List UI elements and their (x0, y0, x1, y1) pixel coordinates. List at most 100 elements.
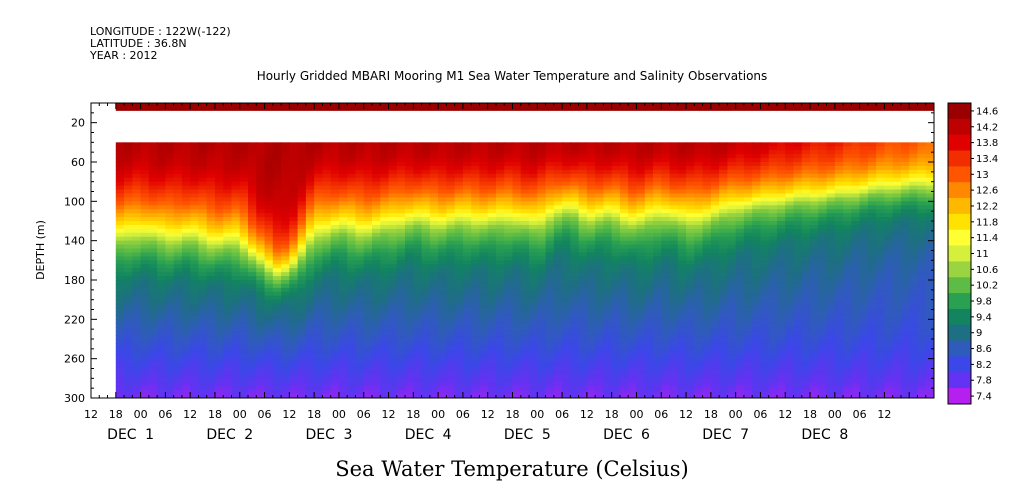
heatmap-cell (719, 228, 728, 234)
heatmap-cell (570, 169, 580, 175)
heatmap-cell (644, 350, 654, 356)
heatmap-cell (248, 280, 257, 285)
heatmap-cell (727, 307, 737, 313)
heatmap-cell (372, 276, 381, 281)
heatmap-cell (512, 201, 522, 206)
heatmap-cell (372, 382, 381, 387)
heatmap-cell (702, 370, 712, 375)
heatmap-cell (512, 299, 522, 305)
heatmap-cell (372, 185, 381, 191)
heatmap-cell (405, 201, 414, 206)
heatmap-cell (239, 162, 249, 167)
heatmap-cell (429, 154, 439, 159)
heatmap-cell (272, 342, 282, 348)
heatmap-cell (603, 299, 613, 305)
heatmap-cell (231, 366, 241, 372)
heatmap-cell (173, 240, 183, 246)
heatmap-cell (421, 193, 431, 198)
heatmap-cell (529, 287, 538, 293)
heatmap-cell (537, 374, 547, 379)
heatmap-cell (570, 346, 580, 352)
heatmap-cell (479, 276, 489, 281)
heatmap-cell (529, 185, 538, 191)
heatmap-cell (570, 362, 580, 368)
heatmap-cell (677, 240, 687, 246)
heatmap-cell (595, 378, 605, 383)
heatmap-cell (297, 142, 307, 147)
heatmap-cell (743, 189, 753, 195)
heatmap-cell (239, 248, 249, 254)
heatmap-cell (562, 256, 571, 261)
heatmap-cell (545, 197, 555, 202)
heatmap-cell (562, 276, 571, 281)
heatmap-cell (214, 236, 224, 242)
heatmap-cell (595, 382, 605, 387)
heatmap-cell (719, 339, 728, 344)
heatmap-cell (148, 193, 158, 198)
heatmap-cell (471, 331, 481, 336)
heatmap-cell (305, 236, 315, 242)
heatmap-cell (214, 154, 224, 159)
heatmap-cell (181, 264, 191, 269)
heatmap-cell (628, 264, 638, 269)
heatmap-cell (719, 154, 728, 159)
heatmap-cell (173, 342, 183, 348)
heatmap-cell (611, 378, 621, 383)
heatmap-cell (206, 390, 216, 395)
heatmap-cell (181, 252, 191, 257)
heatmap-cell (553, 315, 563, 320)
heatmap-cell (181, 378, 191, 383)
heatmap-cell (198, 197, 208, 202)
heatmap-cell (206, 366, 216, 372)
heatmap-cell (413, 240, 423, 246)
heatmap-cell (181, 283, 191, 289)
heatmap-cell (702, 252, 712, 257)
heatmap-cell (636, 280, 646, 285)
heatmap-cell (405, 295, 414, 301)
heatmap-cell (264, 177, 274, 183)
heatmap-cell (148, 390, 158, 395)
heatmap-cell (338, 197, 348, 202)
heatmap-cell (347, 162, 357, 167)
heatmap-cell (479, 311, 489, 316)
heatmap-cell (529, 260, 538, 265)
heatmap-cell (322, 193, 332, 198)
heatmap-cell (504, 264, 514, 269)
heatmap-cell (710, 193, 720, 198)
heatmap-cell (132, 197, 142, 202)
heatmap-cell (115, 390, 125, 395)
heatmap-cell (181, 173, 191, 179)
heatmap-cell (214, 366, 224, 372)
heatmap-cell (190, 142, 200, 147)
heatmap-cell (578, 276, 588, 281)
heatmap-cell (396, 315, 406, 320)
heatmap-cell (413, 209, 423, 214)
heatmap-cell (603, 350, 613, 356)
heatmap-cell (297, 291, 307, 297)
heatmap-cell (545, 327, 555, 332)
heatmap-cell (595, 165, 605, 171)
heatmap-cell (694, 327, 704, 332)
heatmap-cell (479, 272, 489, 277)
heatmap-cell (223, 327, 233, 332)
heatmap-cell (115, 386, 125, 391)
heatmap-cell (553, 323, 563, 328)
heatmap-cell (206, 205, 216, 210)
heatmap-cell (512, 189, 522, 195)
heatmap-cell (314, 264, 324, 269)
heatmap-cell (165, 307, 175, 313)
heatmap-cell (314, 162, 324, 167)
heatmap-cell (198, 177, 208, 183)
heatmap-cell (148, 327, 158, 332)
heatmap-cell (743, 232, 753, 238)
heatmap-cell (115, 299, 125, 305)
heatmap-cell (248, 276, 257, 281)
heatmap-cell (628, 315, 638, 320)
heatmap-cell (537, 189, 547, 195)
heatmap-cell (719, 173, 728, 179)
heatmap-cell (396, 256, 406, 261)
heatmap-cell (495, 299, 505, 305)
heatmap-cell (388, 311, 398, 316)
heatmap-cell (165, 287, 175, 293)
heatmap-cell (405, 342, 414, 348)
